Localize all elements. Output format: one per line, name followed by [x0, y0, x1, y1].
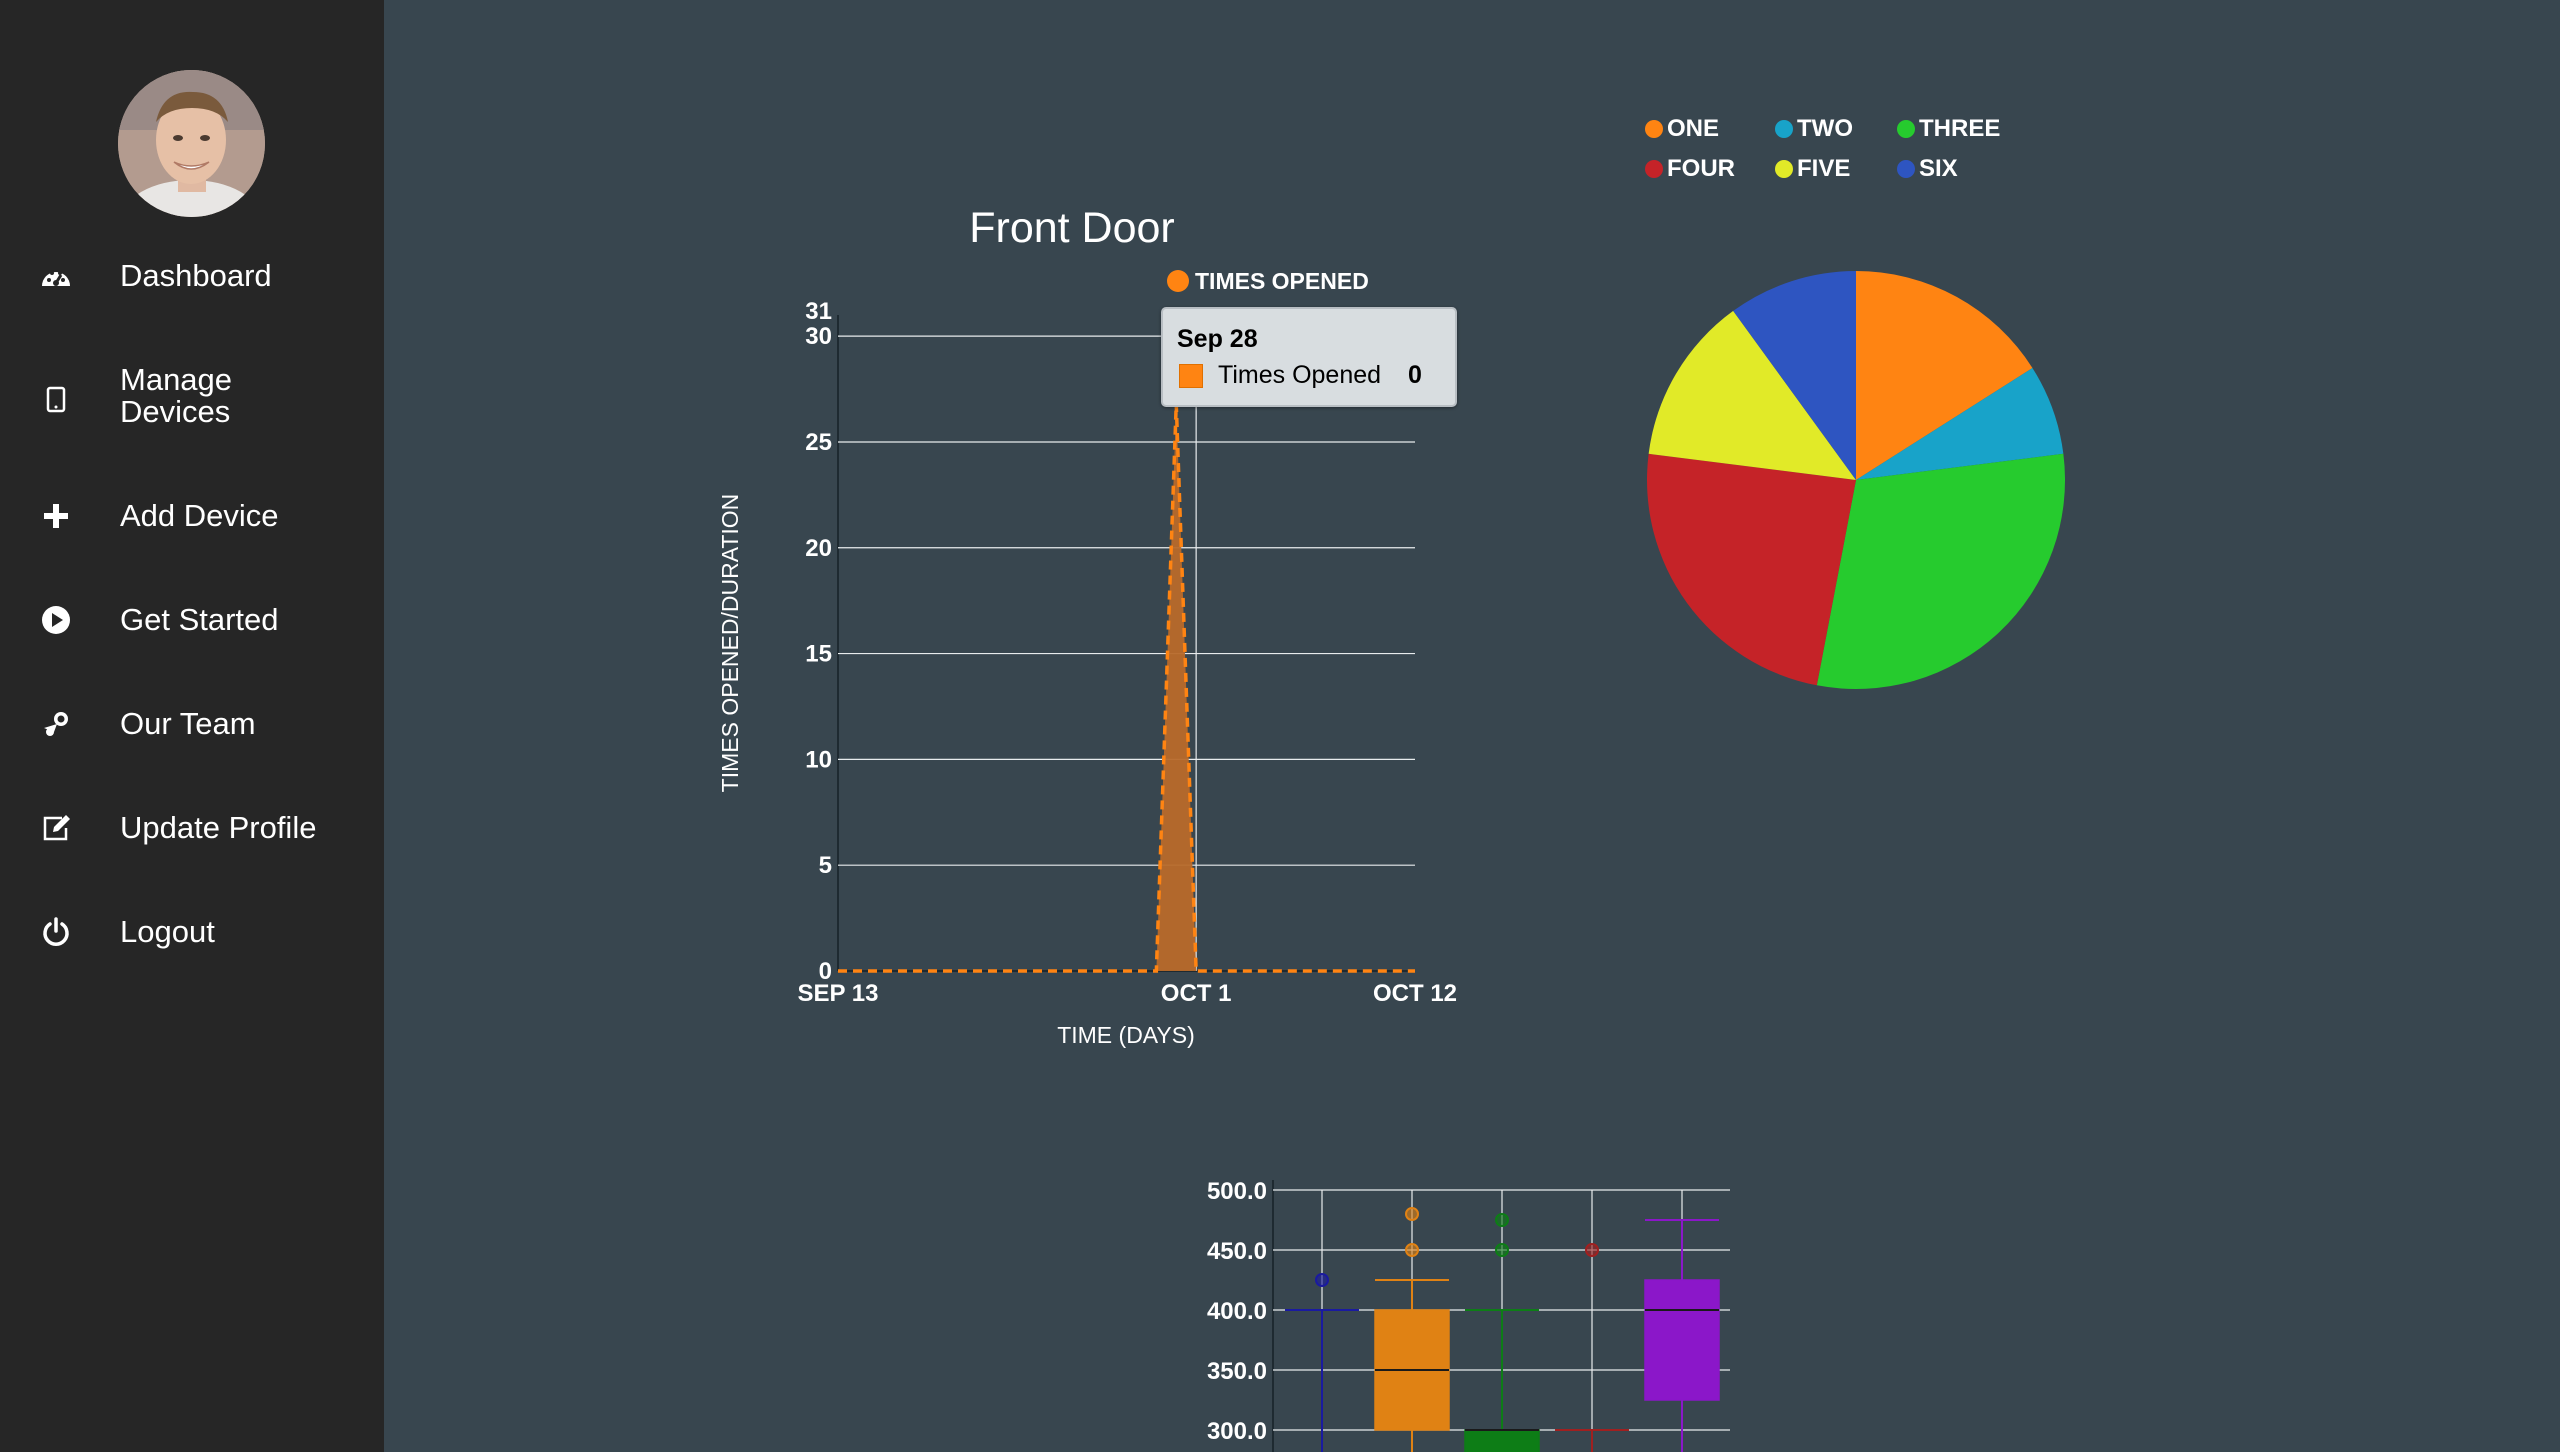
box-y-tick-label: 350.0 — [1207, 1358, 1267, 1385]
legend-label: FIVE — [1797, 155, 1851, 182]
box-outlier[interactable] — [1495, 1213, 1509, 1227]
y-tick-label: 5 — [819, 852, 832, 879]
steam-icon — [44, 712, 68, 736]
sidebar-item-label: Add Device — [120, 498, 279, 533]
legend-label: SIX — [1919, 155, 1958, 182]
play-circle-icon — [42, 606, 70, 634]
box-y-tick-label: 450.0 — [1207, 1238, 1267, 1265]
pie-slice-three[interactable] — [1816, 453, 2065, 689]
series-area — [1156, 403, 1197, 971]
legend-dot — [1775, 120, 1793, 138]
pie-slice-one[interactable] — [1856, 271, 2033, 480]
box-body — [1464, 1429, 1540, 1452]
x-tick-label: OCT 1 — [1161, 980, 1232, 1007]
chart-tooltip: Sep 28 Times Opened 0 — [1161, 307, 1457, 407]
pie-chart[interactable] — [1647, 271, 2065, 689]
sidebar-item-logout[interactable]: Logout — [0, 914, 384, 954]
x-axis-label: TIME (DAYS) — [1057, 1022, 1195, 1048]
sidebar-item-label: Our Team — [120, 706, 256, 741]
box-plot-2[interactable] — [1374, 1207, 1450, 1452]
box-outlier[interactable] — [1405, 1207, 1419, 1221]
box-outlier[interactable] — [1315, 1273, 1329, 1287]
legend-label[interactable]: TIMES OPENED — [1195, 268, 1369, 294]
legend-dot — [1897, 160, 1915, 178]
sidebar-item-label: Logout — [120, 914, 215, 949]
y-axis-label: TIMES OPENED/DURATION — [717, 494, 743, 793]
legend-dot — [1645, 120, 1663, 138]
pie-legend-item-one[interactable]: ONE — [1645, 115, 1719, 143]
box-y-tick-label: 500.0 — [1207, 1178, 1267, 1205]
box-plot-1[interactable] — [1285, 1273, 1359, 1452]
box-plot-3[interactable] — [1464, 1213, 1540, 1452]
sidebar-item-dashboard[interactable]: Dashboard — [0, 258, 384, 298]
plus-icon — [44, 504, 68, 528]
legend-label: TWO — [1797, 115, 1853, 142]
sidebar-item-update-profile[interactable]: Update Profile — [0, 810, 384, 850]
legend-marker — [1167, 270, 1189, 292]
tooltip-swatch — [1179, 364, 1203, 388]
sidebar-item-label: Manage Devices — [120, 362, 233, 429]
box-outlier[interactable] — [1405, 1243, 1419, 1257]
y-tick-label: 20 — [805, 535, 832, 562]
box-outlier[interactable] — [1585, 1243, 1599, 1257]
y-tick-label: 30 — [805, 323, 832, 350]
line-series[interactable] — [838, 403, 1415, 973]
legend-dot — [1897, 120, 1915, 138]
x-tick-label: OCT 12 — [1373, 980, 1457, 1007]
power-icon — [43, 917, 69, 946]
y-tick-label: 25 — [805, 429, 832, 456]
y-tick-label: 31 — [805, 298, 832, 325]
legend-label: ONE — [1667, 115, 1720, 142]
pie-legend-item-four[interactable]: FOUR — [1645, 155, 1735, 183]
box-plot-5[interactable] — [1644, 1219, 1720, 1452]
x-tick-label: SEP 13 — [798, 980, 879, 1007]
sidebar: Dashboard Manage Devices Add Device Get … — [0, 0, 384, 1452]
chart-title: Front Door — [969, 204, 1175, 252]
box-y-tick-label: 300.0 — [1207, 1418, 1267, 1445]
box-series[interactable] — [1285, 1207, 1720, 1452]
box-y-tick-label: 400.0 — [1207, 1298, 1267, 1325]
tooltip-value: 0 — [1408, 361, 1422, 389]
pie-slice-six[interactable] — [1733, 271, 1856, 480]
box-chart[interactable]: 300.0 350.0 400.0 450.0 500.0 — [1207, 1178, 1730, 1452]
pie-legend-item-five[interactable]: FIVE — [1775, 155, 1850, 183]
pie-slice-four[interactable] — [1647, 453, 1856, 686]
sidebar-item-label: Update Profile — [120, 810, 317, 845]
tablet-icon — [46, 386, 66, 413]
legend-label: FOUR — [1667, 155, 1735, 182]
sidebar-item-add-device[interactable]: Add Device — [0, 498, 384, 538]
box-plot-4[interactable] — [1555, 1243, 1629, 1452]
pie-legend-item-two[interactable]: TWO — [1775, 115, 1853, 143]
pie-slice-five[interactable] — [1648, 310, 1856, 480]
legend-dot — [1775, 160, 1793, 178]
legend-label: THREE — [1919, 115, 2001, 142]
pie-legend-item-three[interactable]: THREE — [1897, 115, 2000, 143]
sidebar-item-manage-devices[interactable]: Manage Devices — [0, 364, 384, 436]
dashboard-icon — [42, 271, 70, 286]
tooltip-date: Sep 28 — [1177, 325, 1258, 353]
y-tick-label: 10 — [805, 746, 832, 773]
box-outlier[interactable] — [1495, 1243, 1509, 1257]
sidebar-item-our-team[interactable]: Our Team — [0, 706, 384, 746]
line-grid — [837, 315, 1415, 972]
pie-legend-item-six[interactable]: SIX — [1897, 155, 1958, 183]
sidebar-item-label: Dashboard — [120, 258, 272, 293]
pie-slice-two[interactable] — [1856, 368, 2064, 480]
sidebar-item-label: Get Started — [120, 602, 279, 637]
tooltip-series-label: Times Opened — [1218, 361, 1382, 389]
legend-dot — [1645, 160, 1663, 178]
series-line[interactable] — [838, 403, 1415, 973]
y-tick-label: 0 — [819, 958, 832, 985]
box-body — [1644, 1279, 1720, 1401]
y-tick-label: 15 — [805, 641, 832, 668]
edit-icon — [43, 815, 70, 841]
sidebar-item-get-started[interactable]: Get Started — [0, 602, 384, 642]
